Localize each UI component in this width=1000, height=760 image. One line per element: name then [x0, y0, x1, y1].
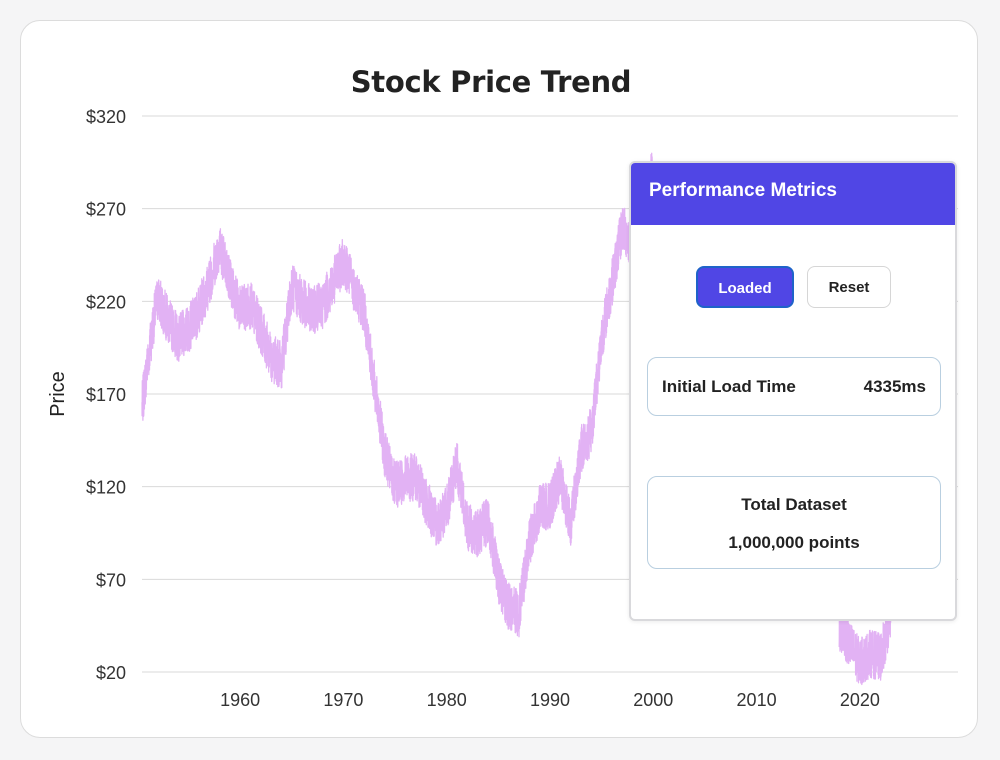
x-tick-label: 2010: [737, 690, 777, 710]
y-tick-label: $320: [86, 107, 126, 127]
price-series-line: [838, 592, 892, 686]
panel-title: Performance Metrics: [631, 163, 955, 225]
y-axis-label: Price: [47, 371, 69, 417]
chart-title: Stock Price Trend: [350, 65, 632, 99]
dataset-label: Total Dataset: [741, 495, 847, 514]
y-tick-label: $20: [96, 663, 126, 683]
loaded-button[interactable]: Loaded: [696, 266, 794, 308]
price-series-line: [141, 152, 654, 638]
reset-button[interactable]: Reset: [807, 266, 891, 308]
x-tick-label: 2000: [633, 690, 673, 710]
load-time-value: 4335ms: [863, 377, 926, 396]
series-layer: [141, 152, 892, 686]
y-tick-label: $120: [86, 478, 126, 498]
y-axis-ticks: $20 $70 $120 $170 $220 $270 $320: [86, 107, 126, 683]
y-tick-label: $70: [96, 570, 126, 590]
x-tick-label: 1960: [220, 690, 260, 710]
y-tick-label: $270: [86, 200, 126, 220]
x-tick-label: 1980: [427, 690, 467, 710]
x-tick-label: 1970: [323, 690, 363, 710]
y-tick-label: $170: [86, 385, 126, 405]
load-time-label: Initial Load Time: [662, 377, 796, 396]
x-tick-label: 2020: [840, 690, 880, 710]
x-tick-label: 1990: [530, 690, 570, 710]
y-tick-label: $220: [86, 292, 126, 312]
dataset-value: 1,000,000 points: [728, 533, 860, 552]
initial-load-time-card: Initial Load Time 4335ms: [647, 357, 941, 416]
performance-metrics-panel: Performance Metrics Loaded Reset Initial…: [629, 161, 957, 621]
x-axis-ticks: 1960 1970 1980 1990 2000 2010 2020: [220, 690, 880, 710]
total-dataset-card: Total Dataset 1,000,000 points: [647, 476, 941, 569]
